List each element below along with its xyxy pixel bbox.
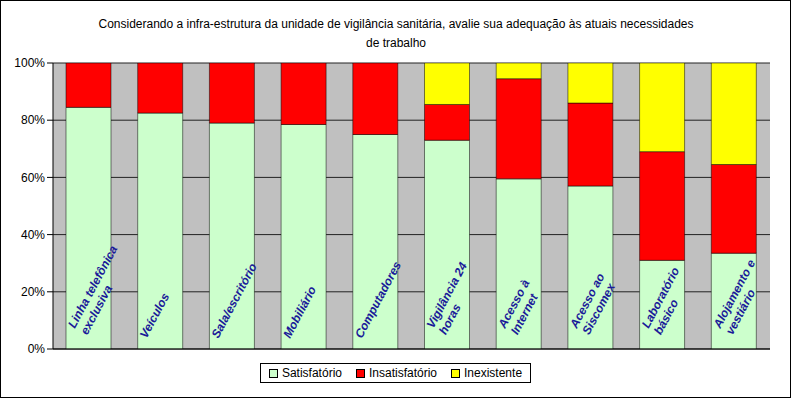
svg-text:Vigilância 24horas: Vigilância 24horas	[424, 260, 483, 337]
svg-text:Alojamento evestiário: Alojamento evestiário	[710, 257, 771, 338]
svg-text:Computadores: Computadores	[352, 259, 404, 341]
html-text:Satisfatório: Satisfatório	[281, 366, 342, 380]
svg-text:40%: 40%	[21, 228, 45, 242]
svg-text:Mobiliário: Mobiliário	[280, 284, 319, 341]
svg-text:20%: 20%	[21, 285, 45, 299]
svg-text:Veículos: Veículos	[137, 290, 172, 340]
svg-text:60%: 60%	[21, 171, 45, 185]
html-text:Insatisfatório: Insatisfatório	[369, 366, 437, 380]
html-text:Inexistente: Inexistente	[464, 366, 523, 380]
svg-text:Acesso àInternet: Acesso àInternet	[495, 277, 545, 338]
svg-text:Acesso aoSiscomex: Acesso aoSiscomex	[567, 271, 620, 338]
svg-text:Laboratóriobásico: Laboratóriobásico	[639, 265, 695, 337]
svg-text:80%: 80%	[21, 113, 45, 127]
svg-text:0%: 0%	[28, 342, 46, 356]
html-text:Considerando a infra-estrutura: Considerando a infra-estrutura da unidad…	[98, 17, 694, 50]
svg-text:Sala/escritório: Sala/escritório	[209, 261, 260, 341]
svg-text:100%: 100%	[14, 56, 45, 70]
svg-text:Linha telefônicaexclusiva: Linha telefônicaexclusiva	[65, 243, 133, 337]
